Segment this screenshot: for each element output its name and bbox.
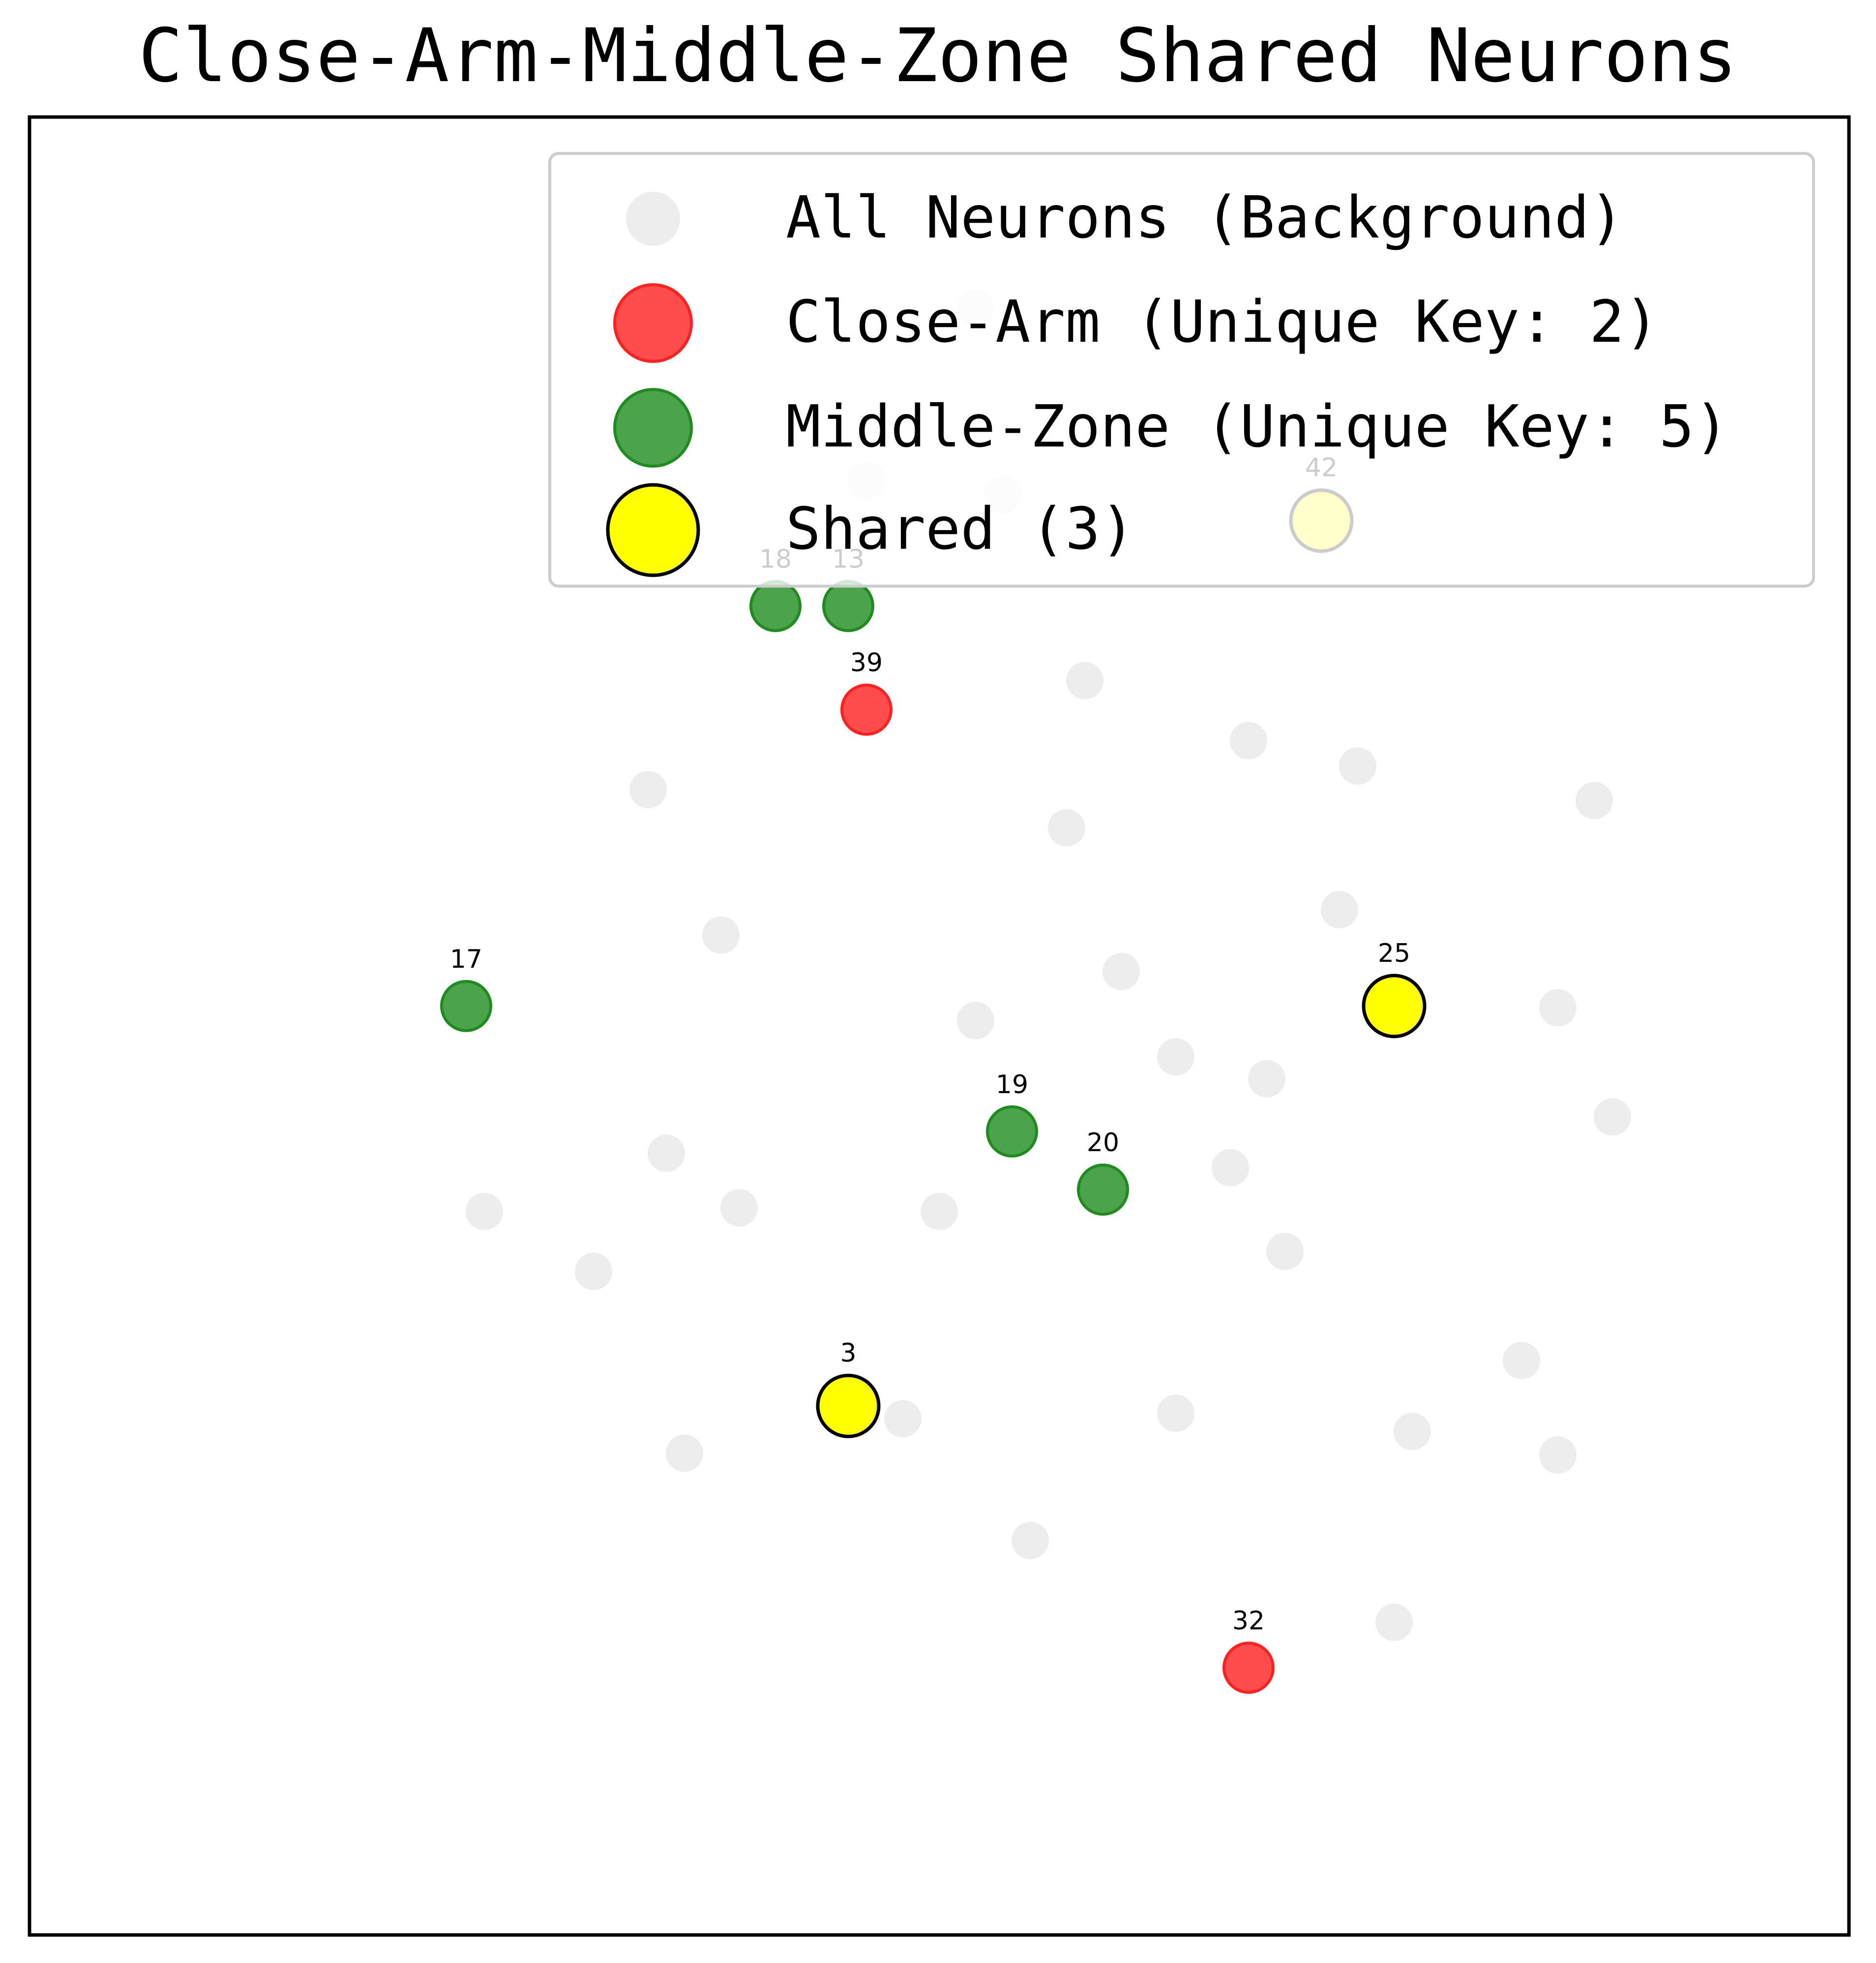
point-label-25: 25 (1378, 939, 1410, 968)
legend-marker-close-arm (613, 283, 693, 363)
background-point-9 (1321, 891, 1358, 928)
background-point-19 (466, 1192, 503, 1230)
background-point-26 (1157, 1394, 1194, 1432)
background-point-17 (648, 1134, 685, 1172)
legend-marker-background (626, 192, 680, 246)
middle-zone-point-17 (440, 980, 492, 1032)
legend-label-close-arm: Close-Arm (Unique Key: 2) (786, 288, 1659, 356)
legend-marker-shared (606, 483, 700, 577)
shared-point-3 (816, 1373, 881, 1438)
background-point-25 (884, 1400, 922, 1438)
point-label-20: 20 (1087, 1128, 1119, 1158)
background-point-24 (1503, 1341, 1540, 1379)
background-point-10 (1539, 989, 1577, 1027)
point-labels-layer: 3932181317192042253 (450, 453, 1410, 1636)
background-point-7 (1576, 782, 1613, 820)
background-point-20 (720, 1189, 758, 1227)
background-point-8 (1048, 809, 1085, 847)
background-point-6 (1339, 747, 1376, 785)
middle-zone-point-20 (1077, 1163, 1129, 1216)
background-point-23 (1266, 1232, 1304, 1270)
background-point-14 (1157, 1038, 1194, 1076)
plot-area-frame (28, 115, 1851, 1937)
background-point-3 (629, 771, 667, 808)
point-label-17: 17 (450, 945, 482, 974)
legend-label-shared: Shared (3) (786, 495, 1135, 563)
shared-point-25 (1362, 974, 1427, 1039)
legend-marker-middle-zone (613, 388, 693, 468)
background-point-11 (702, 916, 740, 954)
background-point-5 (1230, 722, 1267, 760)
legend-box (548, 152, 1815, 588)
background-point-27 (666, 1434, 703, 1472)
point-label-39: 39 (850, 648, 883, 678)
point-label-19: 19 (996, 1070, 1028, 1100)
chart-title: Close-Arm-Middle-Zone Shared Neurons (138, 13, 1737, 99)
background-point-28 (1394, 1412, 1431, 1450)
middle-zone-point-18 (749, 580, 802, 632)
close-arm-point-32 (1222, 1641, 1275, 1694)
background-point-21 (921, 1192, 958, 1230)
background-point-16 (1594, 1098, 1631, 1136)
middle-zone-point-19 (986, 1105, 1038, 1158)
background-point-13 (957, 1002, 994, 1040)
background-point-22 (575, 1252, 612, 1290)
point-label-32: 32 (1232, 1606, 1265, 1636)
background-point-15 (1248, 1060, 1285, 1098)
background-point-4 (1066, 662, 1103, 700)
background-point-30 (1012, 1521, 1049, 1559)
background-point-12 (1102, 952, 1140, 990)
middle-zone-point-13 (822, 580, 874, 632)
legend: All Neurons (Background) Close-Arm (Uniqu… (548, 152, 1815, 588)
legend-label-middle-zone: Middle-Zone (Unique Key: 5) (786, 392, 1729, 460)
background-point-31 (1375, 1604, 1413, 1641)
point-label-3: 3 (840, 1338, 856, 1368)
legend-label-background: All Neurons (Background) (786, 183, 1624, 251)
close-arm-point-39 (840, 684, 893, 736)
background-point-29 (1539, 1436, 1577, 1474)
background-point-18 (1212, 1149, 1249, 1187)
